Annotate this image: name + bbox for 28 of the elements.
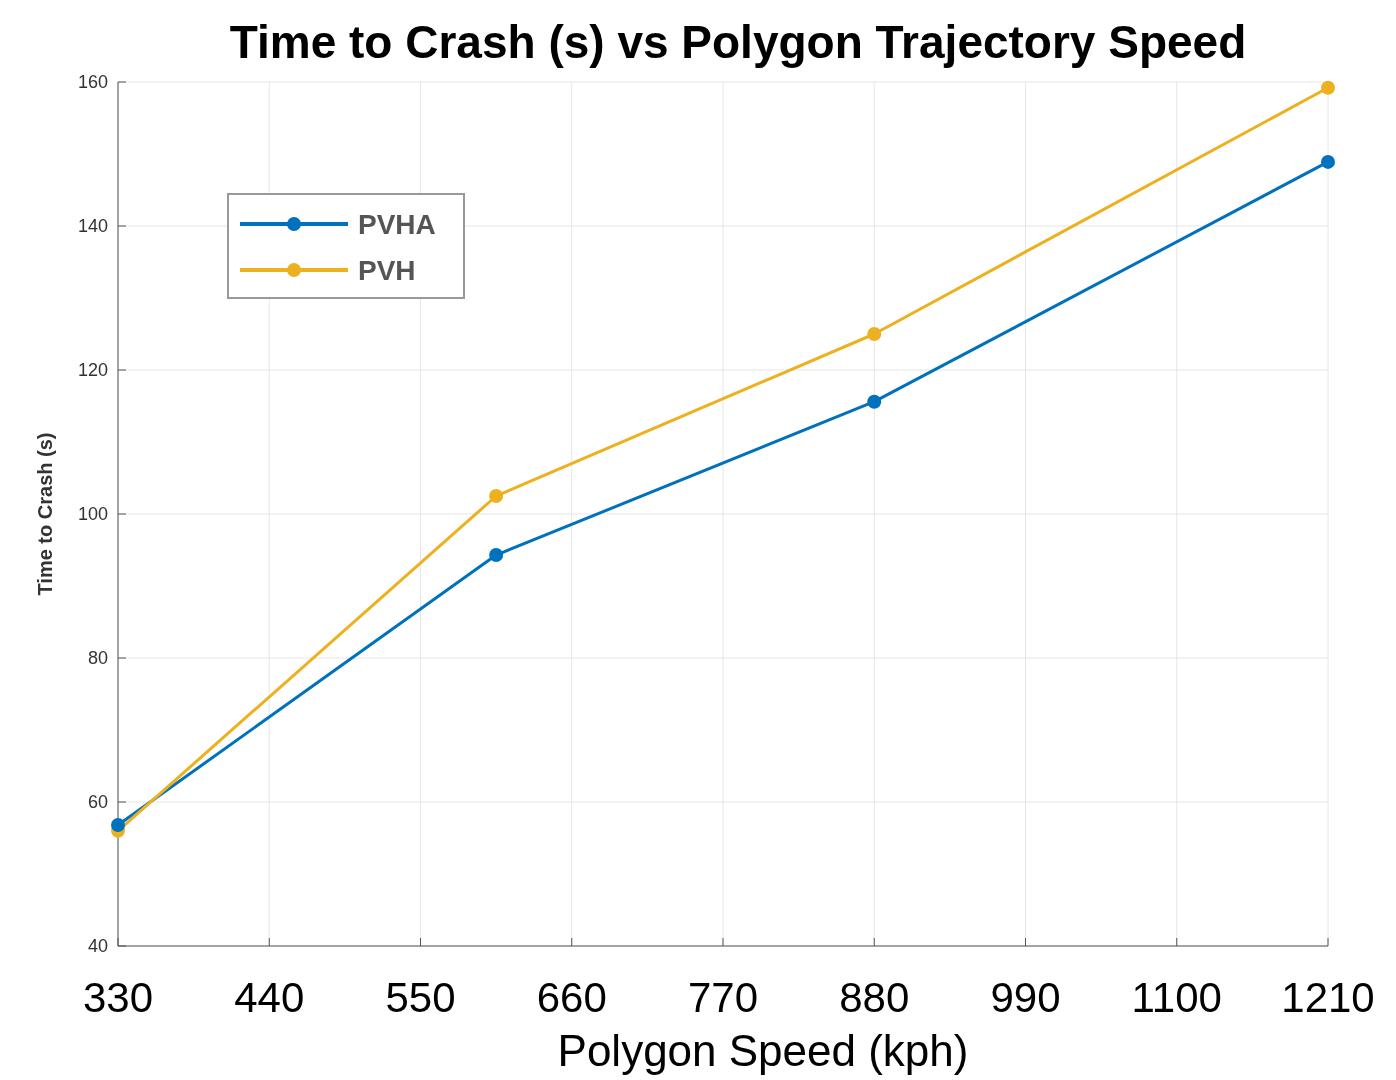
point (1321, 154, 1335, 169)
x-tick-label: 330 (82, 974, 154, 1021)
point (1321, 80, 1335, 95)
x-tick-label: 770 (687, 974, 759, 1021)
y-tick-label: 140 (77, 216, 108, 236)
x-tick-label: 550 (385, 974, 456, 1021)
point (489, 489, 504, 503)
point (111, 818, 125, 833)
y-tick-label: 100 (77, 504, 108, 524)
point (489, 548, 504, 563)
y-tick-label: 120 (77, 360, 108, 380)
x-axis-title: Polygon Speed (kph) (557, 1026, 969, 1075)
legend-label: PVHA (358, 209, 436, 240)
y-tick-label: 80 (87, 648, 108, 668)
y-tick-label: 40 (87, 936, 108, 956)
y-axis-title: Time to Crash (s) (34, 432, 56, 596)
point (867, 327, 882, 341)
y-tick-label: 160 (77, 72, 108, 92)
x-tick-label: 1100 (1131, 974, 1222, 1021)
point (867, 394, 882, 409)
legend-label: PVH (358, 255, 416, 286)
x-tick-label: 1210 (1281, 974, 1375, 1021)
chart-title: Time to Crash (s) vs Polygon Trajectory Speed (229, 16, 1247, 68)
x-tick-label: 880 (839, 974, 910, 1021)
x-tick-label: 660 (536, 974, 607, 1021)
x-tick-label: 990 (990, 974, 1061, 1021)
y-tick-label: 60 (87, 792, 108, 812)
x-tick-label: 440 (234, 974, 305, 1021)
